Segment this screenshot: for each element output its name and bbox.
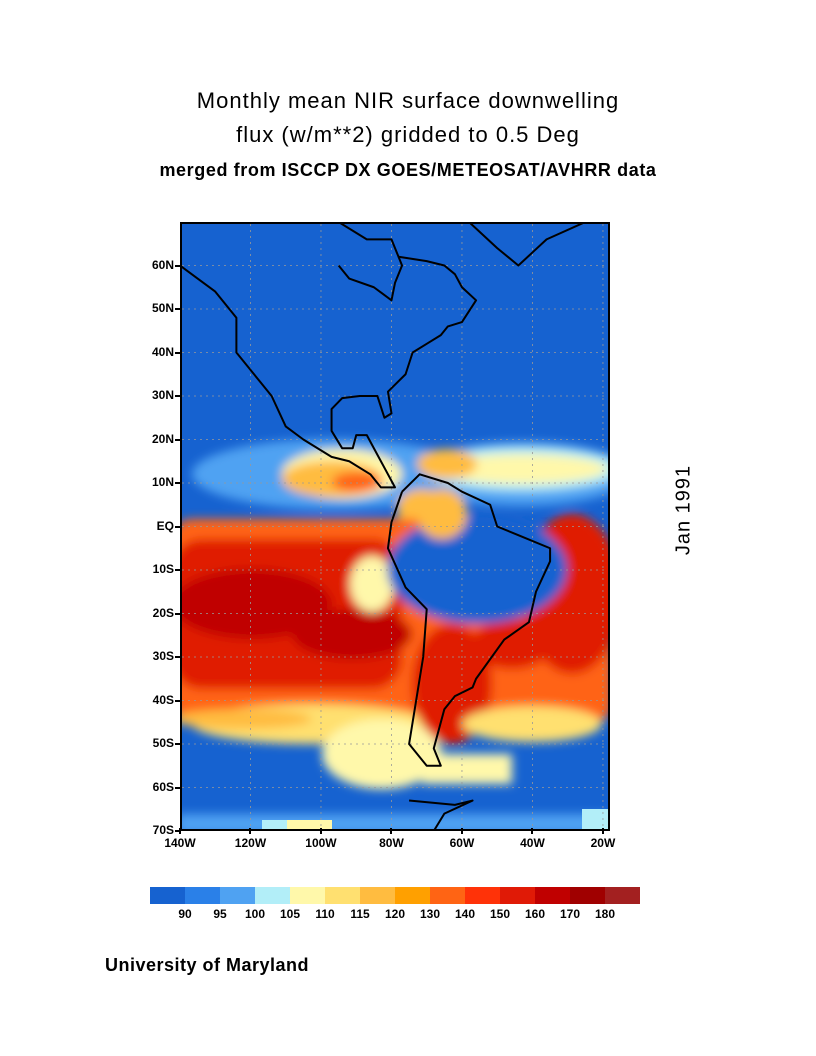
x-tick-label: 120W	[234, 836, 267, 850]
x-tick-label: 100W	[305, 836, 337, 850]
y-tick	[175, 699, 181, 702]
subtitle: merged from ISCCP DX GOES/METEOSAT/AVHRR…	[159, 160, 657, 180]
y-tick-label: 40S	[152, 692, 174, 707]
flux-field	[182, 224, 608, 829]
y-tick	[175, 569, 181, 571]
colorbar-swatch	[185, 887, 220, 904]
colorbar	[150, 887, 640, 904]
y-tick-label: 20S	[152, 605, 174, 620]
colorbar-swatch	[220, 887, 255, 904]
y-tick	[175, 438, 181, 441]
y-tick	[175, 830, 181, 832]
y-tick-label: 40N	[151, 344, 174, 359]
x-tick	[531, 828, 534, 834]
colorbar-swatch	[465, 887, 500, 904]
y-tick-label: 50S	[152, 736, 174, 750]
coastline	[182, 224, 478, 489]
colorbar-swatch	[325, 887, 360, 904]
x-tick	[319, 828, 322, 834]
x-tick-label: 60W	[449, 836, 475, 850]
y-tick-label: EQ	[156, 518, 174, 533]
colorbar-swatch	[150, 887, 185, 904]
colorbar-swatch	[290, 887, 325, 904]
colorbar-label: 105	[279, 907, 301, 921]
y-tick	[175, 743, 181, 745]
colorbar-label: 95	[213, 907, 227, 921]
coastline	[386, 473, 552, 767]
y-tick	[175, 351, 181, 354]
colorbar-swatch	[395, 887, 430, 904]
x-tick-label: 140W	[164, 836, 196, 850]
colorbar-swatch	[605, 887, 640, 904]
title-line-2: flux (w/m**2) gridded to 0.5 Deg	[236, 122, 580, 147]
y-tick	[175, 264, 181, 267]
y-tick-label: 10N	[151, 475, 174, 489]
y-tick-label: 60S	[152, 779, 174, 794]
x-tick	[249, 828, 252, 834]
colorbar-label: 130	[419, 907, 441, 921]
y-tick	[175, 612, 181, 615]
coastline	[409, 799, 474, 829]
colorbar-swatch	[430, 887, 465, 904]
colorbar-swatch	[535, 887, 570, 904]
colorbar-label: 150	[489, 907, 511, 921]
coastline	[337, 256, 404, 302]
colorbar-label: 110	[315, 907, 335, 921]
colorbar-swatch	[500, 887, 535, 904]
colorbar-swatch	[255, 887, 290, 904]
y-tick-label: 30S	[152, 649, 174, 663]
y-tick-label: 60N	[151, 257, 174, 272]
colorbar-label: 120	[384, 907, 406, 921]
y-tick	[175, 482, 181, 484]
y-tick	[175, 786, 181, 789]
x-tick-label: 80W	[379, 836, 404, 850]
y-tick-label: 10S	[152, 562, 174, 576]
y-tick	[175, 308, 181, 310]
x-tick-label: 40W	[520, 836, 545, 850]
y-tick-label: 20N	[151, 431, 174, 446]
colorbar-swatch	[360, 887, 395, 904]
x-tick	[601, 828, 604, 834]
colorbar-label: 170	[559, 907, 581, 921]
title-line-1: Monthly mean NIR surface downwelling	[196, 88, 620, 113]
credit: University of Maryland	[105, 955, 310, 975]
coastline	[469, 224, 584, 267]
colorbar-label: 160	[524, 907, 546, 921]
flux-map	[180, 222, 610, 831]
y-tick	[175, 395, 181, 397]
y-tick-label: 70S	[152, 823, 174, 837]
y-tick	[175, 525, 181, 528]
x-tick	[179, 828, 181, 834]
date-label: Jan 1991	[672, 464, 695, 556]
colorbar-label: 115	[350, 907, 370, 921]
colorbar-swatch	[570, 887, 605, 904]
x-tick-label: 20W	[590, 836, 616, 850]
y-tick	[175, 656, 181, 658]
x-tick	[460, 828, 463, 834]
colorbar-label: 90	[178, 907, 192, 921]
y-tick-label: 50N	[151, 301, 174, 315]
colorbar-label: 100	[244, 907, 266, 921]
colorbar-label: 180	[594, 907, 616, 921]
y-tick-label: 30N	[151, 388, 174, 402]
colorbar-label: 140	[454, 907, 476, 921]
x-tick	[390, 828, 393, 834]
